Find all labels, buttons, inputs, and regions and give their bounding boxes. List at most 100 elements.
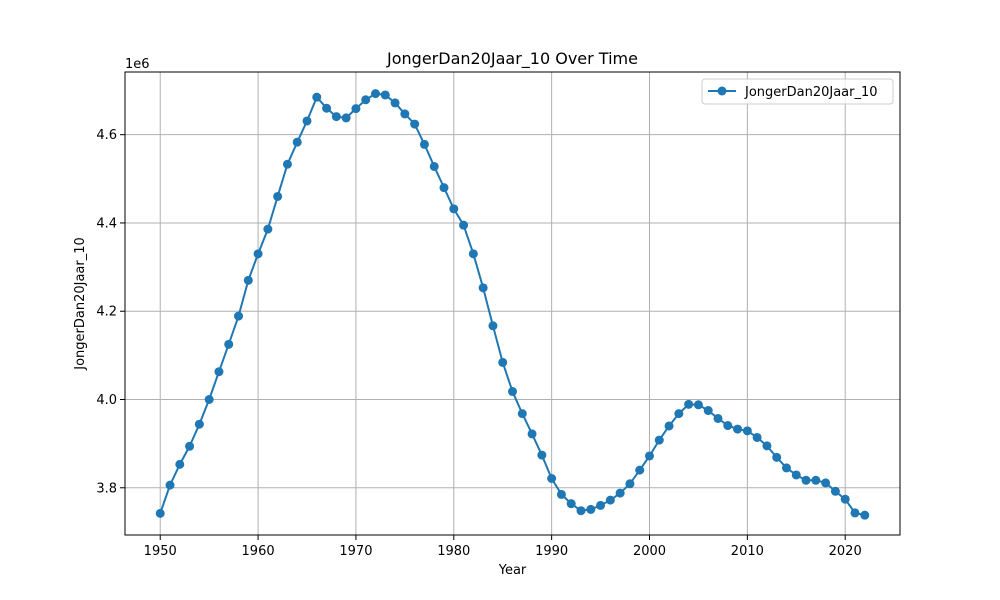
data-point	[713, 413, 723, 423]
data-point	[605, 495, 615, 505]
data-point	[801, 475, 811, 485]
data-point	[723, 421, 733, 431]
data-point	[165, 480, 175, 490]
data-point	[361, 95, 371, 105]
data-point	[781, 463, 791, 473]
data-point	[596, 500, 606, 510]
data-point	[772, 452, 782, 462]
data-point	[635, 465, 645, 475]
data-point	[693, 400, 703, 410]
data-point	[224, 339, 234, 349]
data-point	[292, 137, 302, 147]
y-axis-label: JongerDan20Jaar_10	[73, 237, 88, 371]
y-axis: 3.8 4.0 4.2 4.4 4.6	[96, 128, 125, 496]
data-point	[185, 441, 195, 451]
x-axis-label: Year	[498, 563, 527, 578]
y-tick-label: 4.2	[96, 305, 117, 320]
x-tick-label: 2000	[633, 544, 666, 559]
data-point	[488, 321, 498, 331]
x-tick-label: 1980	[437, 544, 470, 559]
data-point	[703, 406, 713, 416]
data-point	[468, 249, 478, 259]
data-point	[576, 506, 586, 516]
data-point	[449, 204, 459, 214]
x-tick-label: 2010	[731, 544, 764, 559]
data-point	[341, 113, 351, 123]
data-point	[742, 426, 752, 436]
data-point	[556, 489, 566, 499]
data-point	[644, 451, 654, 461]
grid	[125, 72, 900, 535]
data-point	[674, 409, 684, 419]
data-point	[155, 508, 165, 518]
data-point	[733, 424, 743, 434]
legend-entry-label: JongerDan20Jaar_10	[744, 85, 878, 100]
data-point	[380, 90, 390, 100]
x-tick-label: 1990	[535, 544, 568, 559]
x-tick-label: 1970	[339, 544, 372, 559]
data-point	[390, 98, 400, 108]
legend: JongerDan20Jaar_10	[701, 78, 894, 105]
legend-marker-swatch	[717, 86, 727, 96]
data-point	[194, 419, 204, 429]
series-layer	[155, 89, 870, 520]
data-point	[439, 183, 449, 193]
data-point	[263, 224, 273, 234]
y-axis-offset-label: 1e6	[125, 57, 150, 72]
data-point	[410, 119, 420, 129]
data-point	[478, 283, 488, 293]
data-point	[371, 89, 381, 99]
data-point	[517, 409, 527, 419]
data-point	[821, 478, 831, 488]
data-point	[459, 220, 469, 230]
data-point	[253, 249, 263, 259]
x-tick-label: 2020	[829, 544, 862, 559]
data-point	[400, 109, 410, 119]
data-point	[811, 475, 821, 485]
data-point	[214, 367, 224, 377]
data-point	[243, 275, 253, 285]
data-point	[830, 486, 840, 496]
y-tick-label: 3.8	[96, 481, 117, 496]
data-point	[302, 116, 312, 126]
legend-box	[701, 78, 894, 105]
data-point	[791, 470, 801, 480]
data-point	[840, 494, 850, 504]
data-point	[586, 504, 596, 514]
data-point	[419, 139, 429, 149]
data-point	[664, 421, 674, 431]
data-point	[654, 435, 664, 445]
x-axis: 1950 1960 1970 1980 1990 2000 2010 2020	[144, 535, 862, 559]
data-point	[312, 92, 322, 102]
data-point	[175, 459, 185, 469]
data-point	[752, 432, 762, 442]
data-point	[282, 159, 292, 169]
plot-frame	[124, 71, 901, 536]
data-point	[273, 191, 283, 201]
y-tick-label: 4.4	[96, 216, 117, 231]
chart-title: JongerDan20Jaar_10 Over Time	[386, 49, 638, 69]
data-point	[351, 104, 361, 114]
data-point	[331, 112, 341, 122]
data-point	[234, 311, 244, 321]
data-point	[615, 488, 625, 498]
y-tick-label: 4.0	[96, 393, 117, 408]
data-point	[498, 357, 508, 367]
data-point	[429, 161, 439, 171]
data-point	[204, 395, 214, 404]
data-point	[850, 508, 860, 518]
data-point	[547, 474, 557, 483]
data-point	[762, 441, 772, 451]
data-point	[566, 499, 576, 509]
data-point	[527, 429, 537, 439]
data-point	[625, 479, 635, 489]
x-tick-label: 1950	[144, 544, 177, 559]
y-tick-label: 4.6	[96, 128, 117, 143]
data-point	[322, 103, 332, 113]
data-point	[508, 387, 517, 397]
data-point	[537, 450, 547, 460]
data-point	[684, 399, 694, 409]
data-point	[860, 510, 870, 520]
x-tick-label: 1960	[242, 544, 275, 559]
